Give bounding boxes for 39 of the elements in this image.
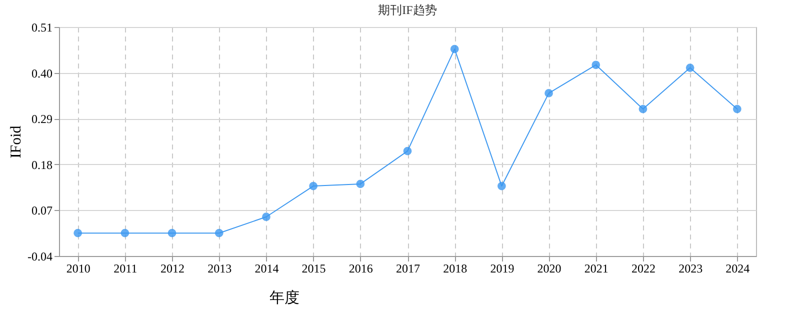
point xyxy=(74,228,82,238)
y-tick-label: 0.51 xyxy=(32,20,52,34)
y-tick-label: -0.04 xyxy=(28,250,52,264)
x-tick-label: 2015 xyxy=(302,262,326,276)
x-tick-label: 2017 xyxy=(396,262,420,276)
x-tick-label: 2016 xyxy=(348,262,373,276)
x-tick-label: 2013 xyxy=(208,262,232,276)
y-tick-label: 0.29 xyxy=(32,112,52,126)
x-tick-label: 2018 xyxy=(443,262,468,276)
point xyxy=(686,64,694,72)
point xyxy=(120,228,130,238)
point xyxy=(450,44,459,54)
point xyxy=(544,89,553,98)
point xyxy=(638,104,648,114)
y-tick-label: 0.07 xyxy=(32,204,52,218)
x-tick-label: 2021 xyxy=(584,262,608,276)
y-axis-title: IFoid xyxy=(8,125,25,158)
point xyxy=(732,104,742,114)
x-tick-label: 2024 xyxy=(726,262,750,276)
point xyxy=(168,228,176,238)
x-tick-label: 2011 xyxy=(114,262,138,276)
x-axis-title: 年度 xyxy=(270,290,300,306)
x-tick-label: 2023 xyxy=(678,262,703,276)
point xyxy=(214,228,224,238)
x-tick-label: 2010 xyxy=(66,262,90,276)
x-tick-label: 2014 xyxy=(254,262,279,276)
chart-title: 期刊IF趋势 xyxy=(378,3,437,17)
y-tick-label: 0.18 xyxy=(32,158,52,172)
y-tick-label: 0.40 xyxy=(32,66,52,80)
point xyxy=(592,60,600,70)
point xyxy=(403,146,412,156)
point xyxy=(262,212,270,222)
point xyxy=(309,182,318,190)
x-tick-label: 2019 xyxy=(490,262,514,276)
x-tick-label: 2022 xyxy=(631,262,656,276)
point xyxy=(498,182,506,190)
point xyxy=(356,180,365,188)
x-tick-label: 2020 xyxy=(537,262,562,276)
x-tick-label: 2012 xyxy=(160,262,185,276)
